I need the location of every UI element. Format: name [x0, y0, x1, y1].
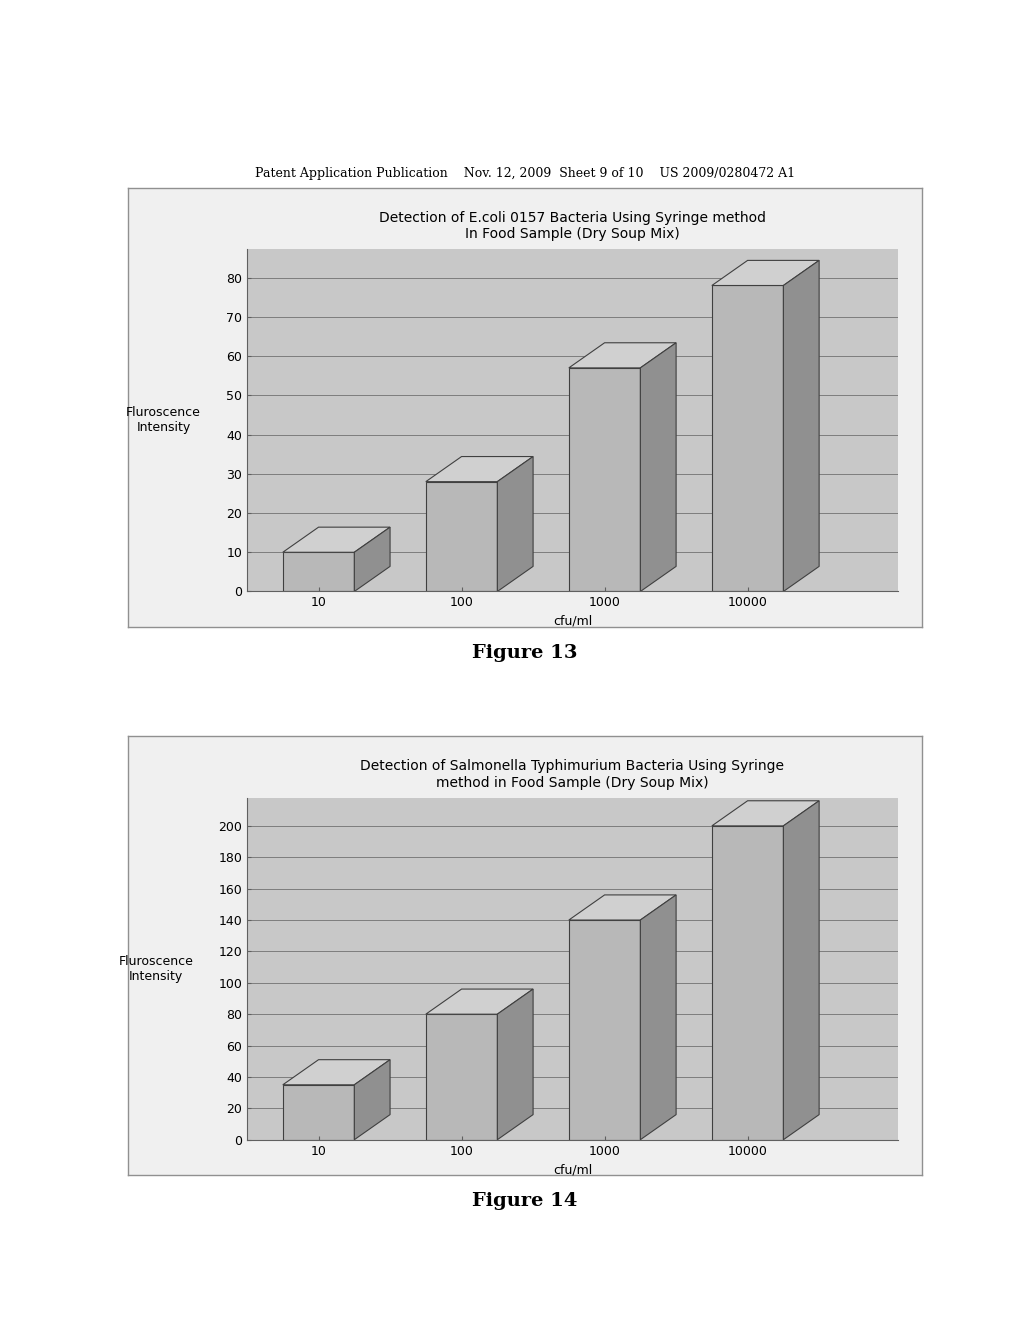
Text: Figure 14: Figure 14 [472, 1192, 578, 1210]
Text: Figure 13: Figure 13 [472, 644, 578, 661]
Text: Patent Application Publication    Nov. 12, 2009  Sheet 9 of 10    US 2009/028047: Patent Application Publication Nov. 12, … [255, 166, 795, 180]
